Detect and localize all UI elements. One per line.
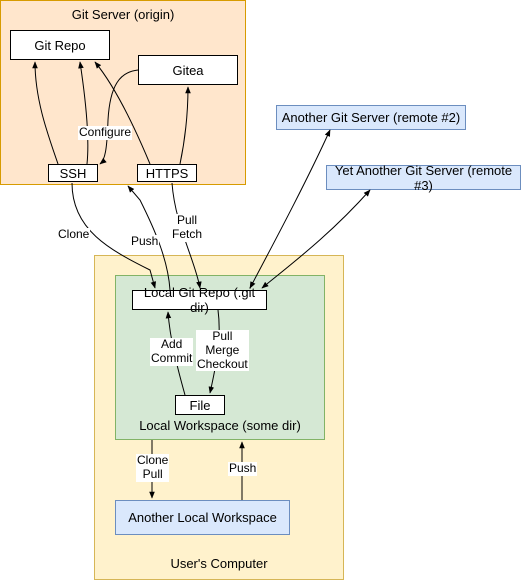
another-workspace-node: Another Local Workspace: [115, 500, 290, 535]
clone-pull-label: ClonePull: [136, 454, 169, 482]
remote2-node: Another Git Server (remote #2): [276, 105, 466, 130]
add-commit-label: AddCommit: [150, 338, 193, 366]
users-computer-label: User's Computer: [95, 556, 343, 571]
git-repo-node: Git Repo: [10, 30, 110, 60]
ssh-node: SSH: [48, 164, 98, 182]
git-server-region: Git Server (origin): [0, 0, 246, 185]
pull-merge-checkout-label: PullMergeCheckout: [196, 330, 249, 371]
remote3-node: Yet Another Git Server (remote #3): [326, 165, 521, 190]
clone-label: Clone: [57, 228, 90, 242]
pull-fetch-label: PullFetch: [171, 214, 203, 242]
https-node: HTTPS: [137, 164, 197, 182]
file-node: File: [175, 395, 225, 415]
local-workspace-label: Local Workspace (some dir): [116, 418, 324, 433]
push2-label: Push: [228, 462, 257, 476]
git-server-label: Git Server (origin): [1, 7, 245, 22]
configure-label: Configure: [78, 126, 132, 140]
push-label: Push: [130, 235, 159, 249]
local-repo-node: Local Git Repo (.git dir): [132, 290, 267, 310]
gitea-node: Gitea: [138, 55, 238, 85]
